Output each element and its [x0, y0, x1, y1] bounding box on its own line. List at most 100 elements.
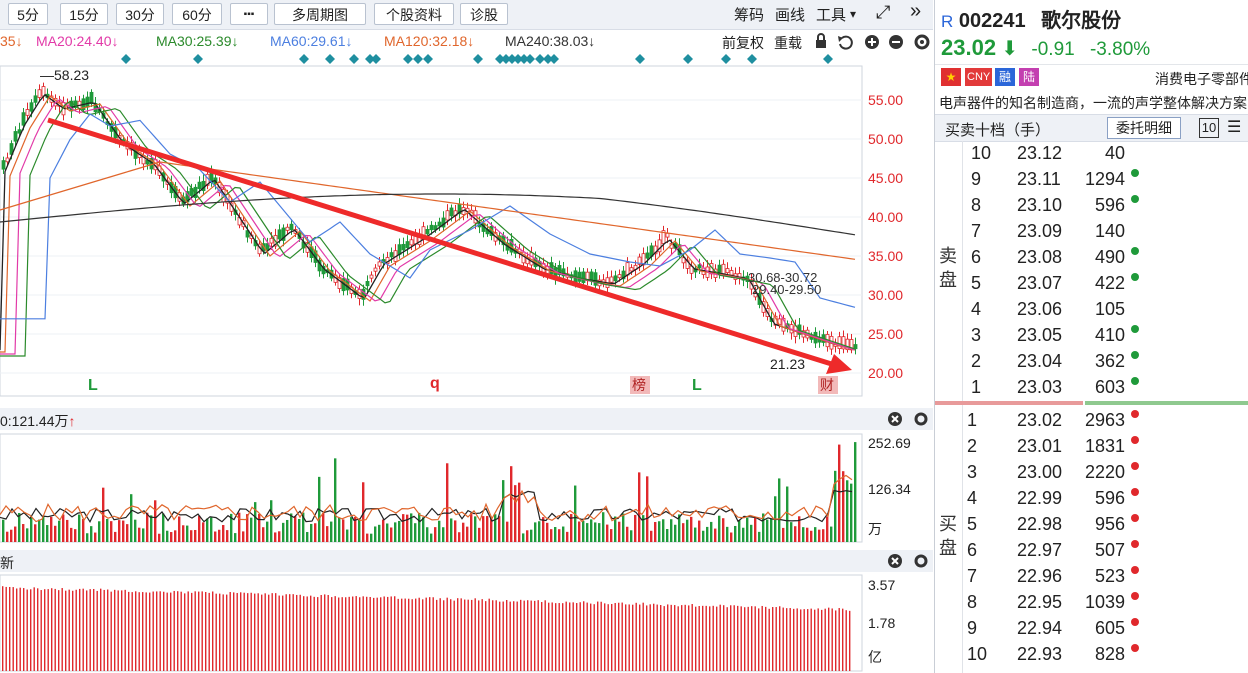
volume-bar: [150, 515, 153, 542]
bid-row[interactable]: 5 22.98 956: [935, 512, 1248, 538]
ma-legend-item: MA30:25.39↓: [156, 33, 239, 49]
rank-tag[interactable]: 榜: [632, 377, 646, 393]
amount-bar: [807, 609, 809, 671]
bid-row[interactable]: 3 23.00 2220: [935, 460, 1248, 486]
volume-bar: [518, 482, 521, 542]
ask-row[interactable]: 7 23.09 140: [935, 219, 1248, 245]
volume-bar: [718, 515, 721, 542]
finance-tag[interactable]: 财: [820, 377, 834, 393]
lock-icon[interactable]: [816, 33, 826, 48]
tools-menu[interactable]: 工具: [816, 7, 847, 24]
volume-bar: [142, 528, 145, 542]
stock-profile-button[interactable]: 个股资料: [374, 3, 454, 25]
bid-row[interactable]: 4 22.99 596: [935, 486, 1248, 512]
candle-body: [197, 181, 202, 190]
bid-level: 8: [967, 592, 978, 612]
ask-row[interactable]: 6 23.08 490: [935, 245, 1248, 271]
collapse-panel-icon[interactable]: »: [910, 0, 922, 22]
candle-body: [577, 271, 582, 282]
zoom-out-icon[interactable]: [889, 35, 903, 49]
draw-line-button[interactable]: 画线: [775, 7, 806, 24]
trend-arrow: [47, 117, 852, 374]
amount-bar: [758, 608, 760, 671]
candle-body: [369, 274, 374, 279]
undo-icon[interactable]: [838, 35, 853, 50]
ask-row[interactable]: 4 23.06 105: [935, 297, 1248, 323]
close-icon[interactable]: [888, 412, 902, 426]
ask-row[interactable]: 3 23.05 410: [935, 323, 1248, 349]
zoom-in-icon[interactable]: [865, 35, 879, 49]
bid-row[interactable]: 1 23.02 2963: [935, 408, 1248, 434]
event-markers[interactable]: [121, 54, 833, 64]
volume-bar: [430, 533, 433, 542]
fullscreen-icon[interactable]: ⤢: [876, 2, 891, 22]
amount-bar: [744, 607, 746, 671]
volume-bar: [242, 531, 245, 542]
period-5min-button[interactable]: 5分: [8, 3, 48, 25]
chips-button[interactable]: 筹码: [734, 7, 765, 24]
amount-bar: [135, 591, 137, 671]
volume-bar: [450, 518, 453, 542]
depth-selector[interactable]: 10: [1199, 118, 1219, 138]
ask-row[interactable]: 2 23.04 362: [935, 349, 1248, 375]
amount-bar: [191, 592, 193, 671]
volume-bar: [662, 519, 665, 542]
volume-bar: [754, 517, 757, 542]
amount-bar: [460, 598, 462, 671]
bid-row[interactable]: 7 22.96 523: [935, 564, 1248, 590]
ask-row[interactable]: 5 23.07 422: [935, 271, 1248, 297]
kline-chart[interactable]: —58.23 21.23 30.68-30.72 29.40-29.50 L q…: [0, 52, 933, 398]
amount-bar: [838, 608, 840, 671]
volume-chart[interactable]: 252.69 126.34 万: [0, 432, 933, 544]
period-15min-button[interactable]: 15分: [60, 3, 108, 25]
volume-bar: [750, 524, 753, 542]
menu-icon[interactable]: ☰: [1227, 119, 1242, 136]
volume-bar: [570, 514, 573, 542]
amount-chart[interactable]: 3.57 1.78 亿: [0, 574, 933, 673]
adjust-toggle[interactable]: 前复权: [722, 35, 764, 51]
amount-bar: [303, 596, 305, 671]
bid-row[interactable]: 10 22.93 828: [935, 642, 1248, 668]
company-description: 电声器件的知名制造商，一流的声学整体解决方案: [939, 95, 1247, 111]
low-price-label: 21.23: [770, 356, 805, 372]
ask-volume: 490: [1094, 247, 1125, 267]
more-periods-button[interactable]: ▪▪▪: [230, 3, 268, 25]
settings-icon[interactable]: [914, 554, 928, 568]
ask-row[interactable]: 10 23.12 40: [935, 141, 1248, 167]
volume-panel-header: 0:121.44万↑: [0, 408, 933, 430]
period-60min-button[interactable]: 60分: [172, 3, 222, 25]
settings-icon[interactable]: [914, 412, 928, 426]
bid-row[interactable]: 6 22.97 507: [935, 538, 1248, 564]
event-tag[interactable]: L: [88, 377, 98, 394]
volume-bar: [614, 516, 617, 542]
ask-row[interactable]: 1 23.03 603: [935, 375, 1248, 401]
amount-bar: [660, 605, 662, 671]
close-icon[interactable]: [888, 554, 902, 568]
multi-period-button[interactable]: 多周期图: [274, 3, 366, 25]
amount-bar: [16, 588, 18, 671]
ma-legend-item: MA120:32.18↓: [384, 33, 475, 49]
amount-bar: [534, 600, 536, 671]
ask-row[interactable]: 9 23.11 1294: [935, 167, 1248, 193]
bid-level: 5: [967, 514, 978, 534]
candle-body: [405, 241, 410, 249]
period-30min-button[interactable]: 30分: [116, 3, 164, 25]
bid-row[interactable]: 2 23.01 1831: [935, 434, 1248, 460]
settings-icon[interactable]: [914, 34, 930, 50]
reload-button[interactable]: 重载: [774, 35, 802, 51]
sector-link[interactable]: 消费电子零部件: [1155, 71, 1248, 87]
order-detail-button[interactable]: 委托明细: [1107, 117, 1181, 139]
chart-toolbar: 5分 15分 30分 60分 ▪▪▪ 多周期图 个股资料 诊股 筹码 画线 工具…: [0, 0, 933, 30]
bid-row[interactable]: 9 22.94 605: [935, 616, 1248, 642]
amount-bar: [443, 600, 445, 671]
amount-bar: [527, 600, 529, 671]
amount-bar: [61, 588, 63, 671]
volume-bar: [634, 514, 637, 542]
volume-bar: [610, 529, 613, 542]
bid-row[interactable]: 8 22.95 1039: [935, 590, 1248, 616]
amount-bar: [296, 594, 298, 671]
event-tag[interactable]: q: [430, 375, 440, 392]
diagnose-button[interactable]: 诊股: [460, 3, 508, 25]
ask-row[interactable]: 8 23.10 596: [935, 193, 1248, 219]
event-tag[interactable]: L: [692, 377, 702, 394]
